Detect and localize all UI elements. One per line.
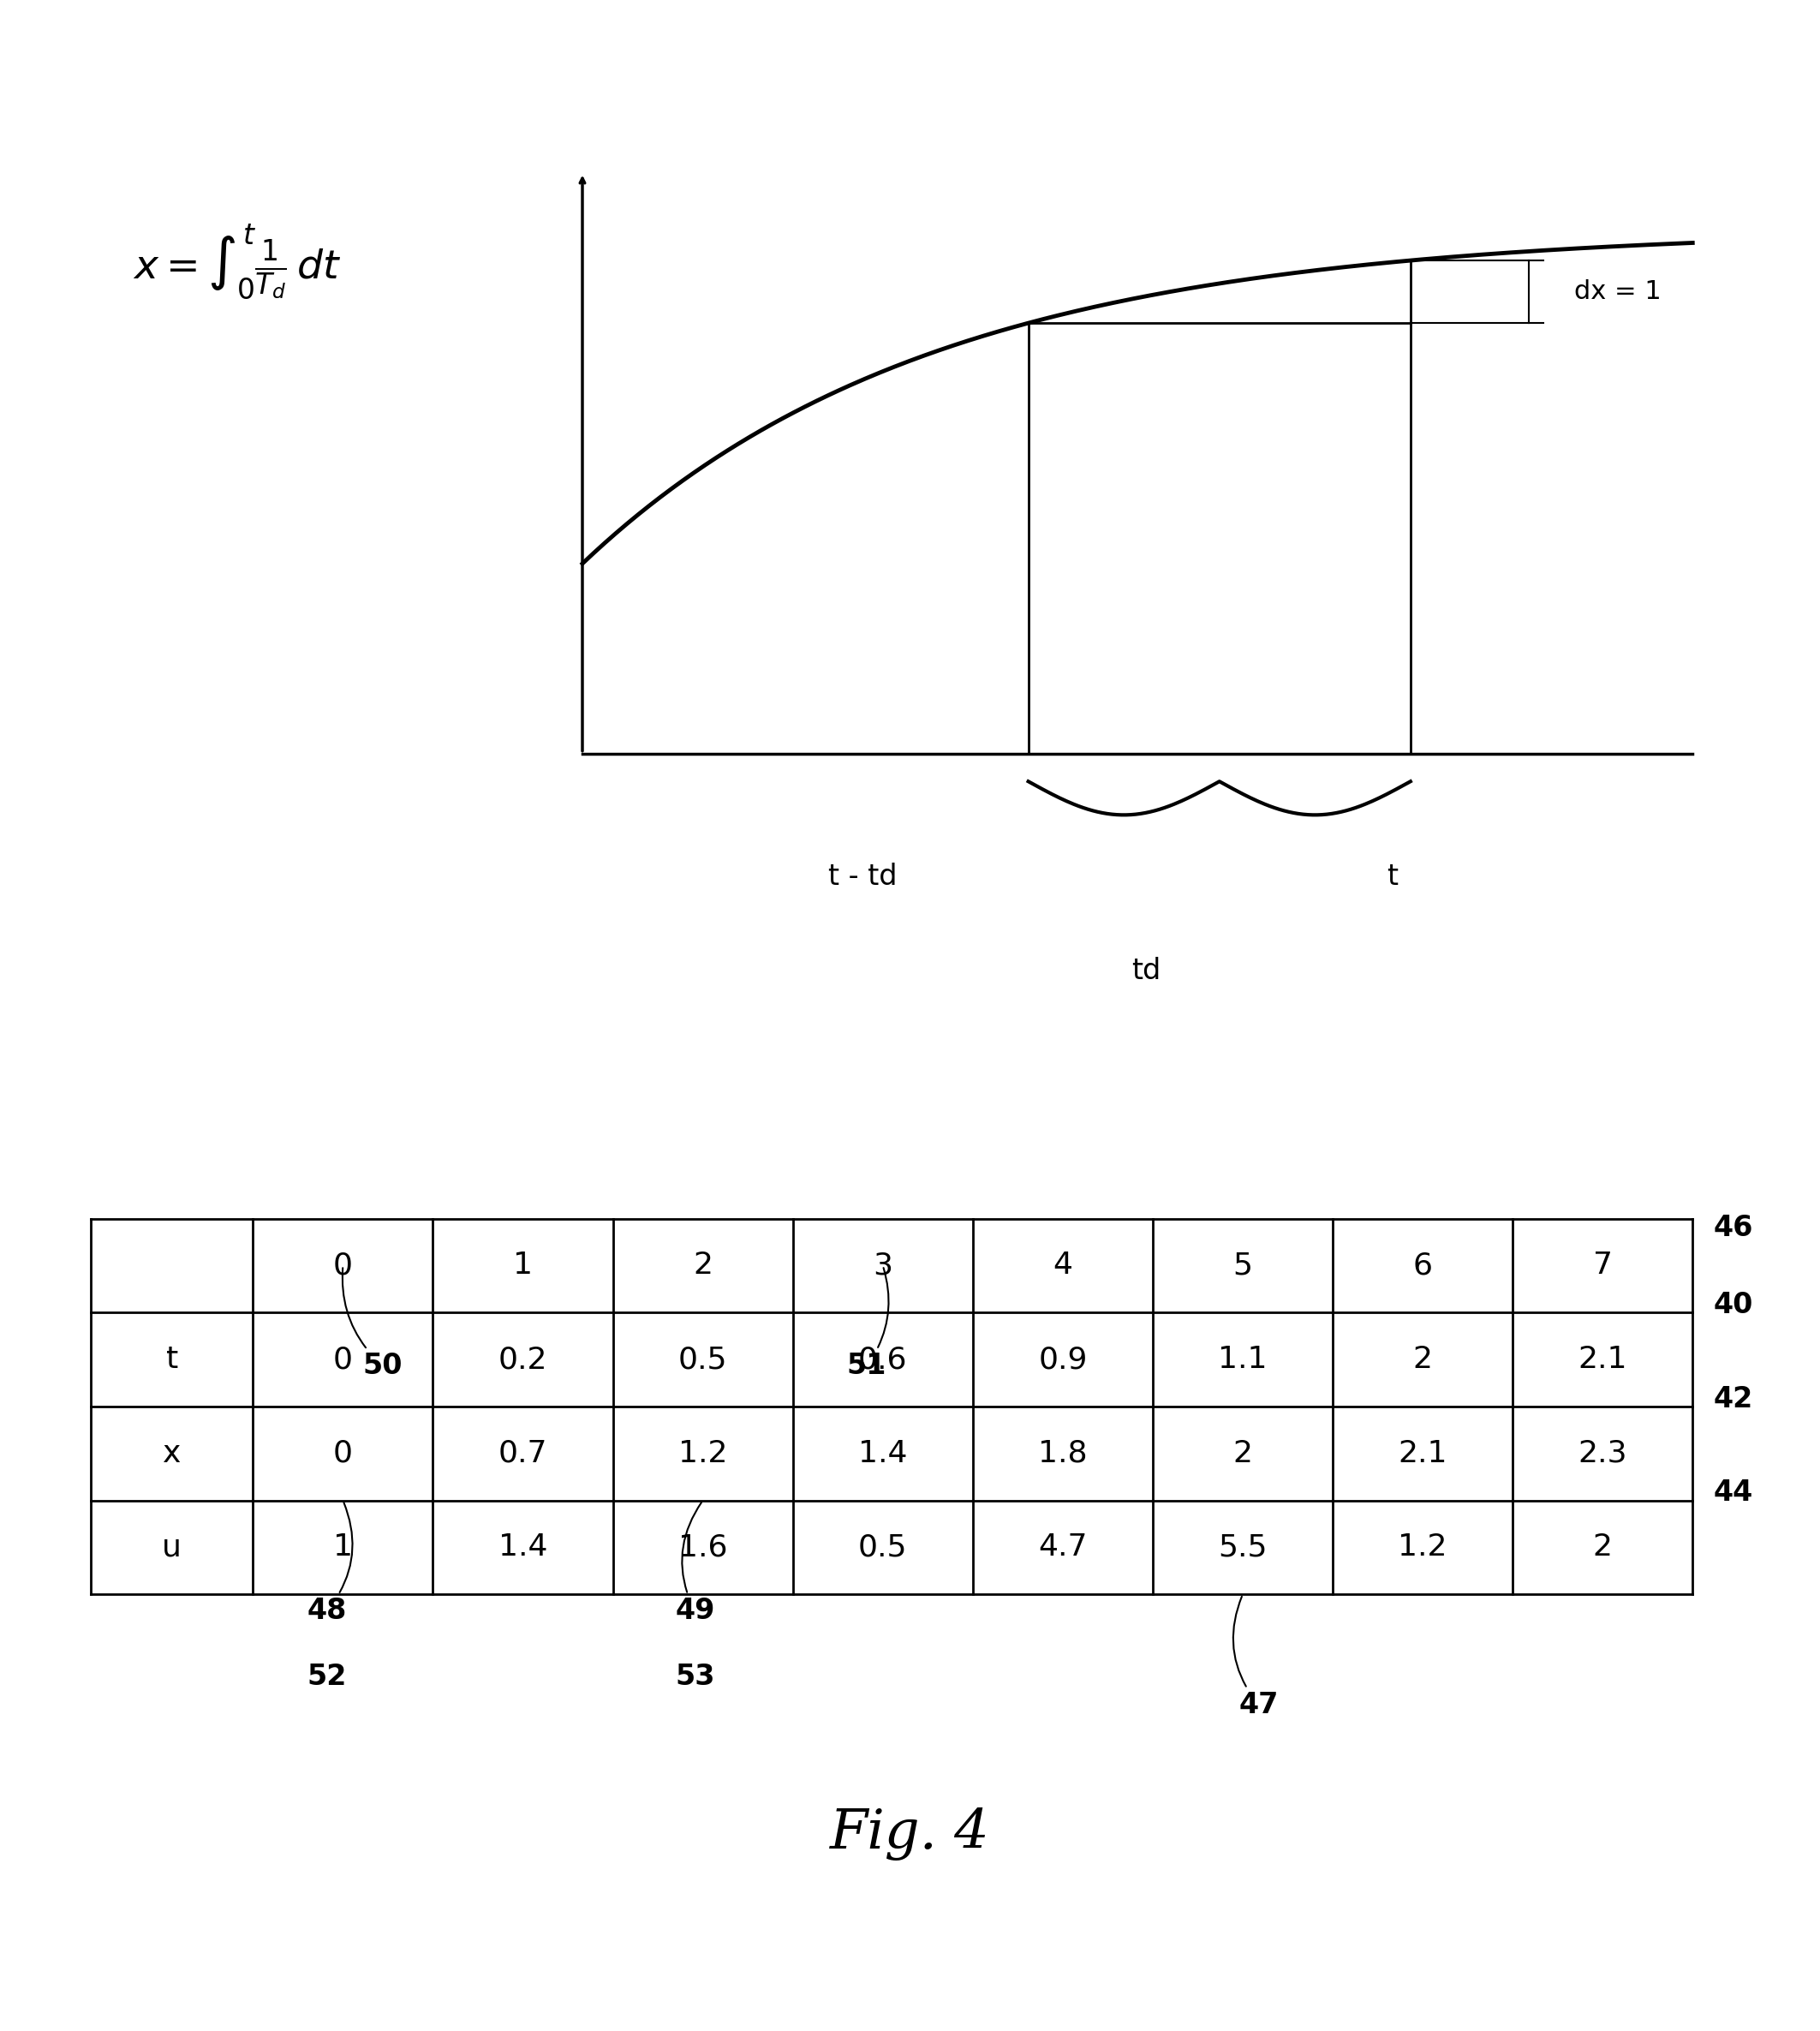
Text: 2: 2 bbox=[1232, 1438, 1252, 1468]
Text: Fig. 4: Fig. 4 bbox=[830, 1808, 990, 1860]
Text: 0.6: 0.6 bbox=[859, 1345, 908, 1375]
Text: 1.6: 1.6 bbox=[679, 1533, 728, 1562]
Text: 46: 46 bbox=[1713, 1215, 1753, 1243]
Text: 49: 49 bbox=[675, 1503, 715, 1625]
Text: 4: 4 bbox=[1054, 1251, 1072, 1280]
Text: 0: 0 bbox=[333, 1345, 353, 1375]
Text: 4.7: 4.7 bbox=[1037, 1533, 1087, 1562]
Text: 0.9: 0.9 bbox=[1037, 1345, 1087, 1375]
Text: 1.4: 1.4 bbox=[499, 1533, 548, 1562]
Text: 51: 51 bbox=[846, 1267, 888, 1381]
Text: 5.5: 5.5 bbox=[1218, 1533, 1267, 1562]
Text: 42: 42 bbox=[1713, 1385, 1753, 1414]
Text: 0.5: 0.5 bbox=[679, 1345, 728, 1375]
Text: 0.5: 0.5 bbox=[859, 1533, 908, 1562]
Text: 47: 47 bbox=[1234, 1596, 1279, 1718]
Text: 0.2: 0.2 bbox=[499, 1345, 548, 1375]
Text: u: u bbox=[162, 1533, 182, 1562]
Text: t - td: t - td bbox=[828, 863, 897, 890]
Text: 2.3: 2.3 bbox=[1578, 1438, 1627, 1468]
Text: 53: 53 bbox=[675, 1663, 715, 1692]
Text: 0: 0 bbox=[333, 1251, 353, 1280]
Text: 1.2: 1.2 bbox=[679, 1438, 728, 1468]
Text: 5: 5 bbox=[1232, 1251, 1252, 1280]
Text: 0: 0 bbox=[333, 1438, 353, 1468]
Text: 2.1: 2.1 bbox=[1398, 1438, 1447, 1468]
Text: dx = 1: dx = 1 bbox=[1574, 280, 1662, 305]
Text: x: x bbox=[162, 1438, 182, 1468]
Text: 2: 2 bbox=[1592, 1533, 1613, 1562]
Text: 48: 48 bbox=[308, 1503, 353, 1625]
Text: 1.1: 1.1 bbox=[1218, 1345, 1267, 1375]
Text: td: td bbox=[1132, 957, 1161, 985]
Text: 3: 3 bbox=[874, 1251, 892, 1280]
Text: t: t bbox=[166, 1345, 178, 1375]
Text: 40: 40 bbox=[1713, 1292, 1753, 1320]
Text: 1: 1 bbox=[513, 1251, 533, 1280]
Text: 1.2: 1.2 bbox=[1398, 1533, 1447, 1562]
Text: 1.8: 1.8 bbox=[1037, 1438, 1087, 1468]
Text: $x = \int_0^t \frac{1}{T_d}\, dt$: $x = \int_0^t \frac{1}{T_d}\, dt$ bbox=[133, 223, 340, 301]
Text: t: t bbox=[1387, 863, 1398, 890]
Text: 0.7: 0.7 bbox=[499, 1438, 548, 1468]
Text: 7: 7 bbox=[1592, 1251, 1613, 1280]
Text: 50: 50 bbox=[342, 1267, 402, 1381]
Text: 6: 6 bbox=[1412, 1251, 1432, 1280]
Text: 44: 44 bbox=[1713, 1479, 1753, 1507]
Text: 1.4: 1.4 bbox=[859, 1438, 908, 1468]
Text: 1: 1 bbox=[333, 1533, 353, 1562]
Text: 2: 2 bbox=[1412, 1345, 1432, 1375]
Text: 52: 52 bbox=[308, 1663, 348, 1692]
Text: 2.1: 2.1 bbox=[1578, 1345, 1627, 1375]
Text: 2: 2 bbox=[693, 1251, 713, 1280]
